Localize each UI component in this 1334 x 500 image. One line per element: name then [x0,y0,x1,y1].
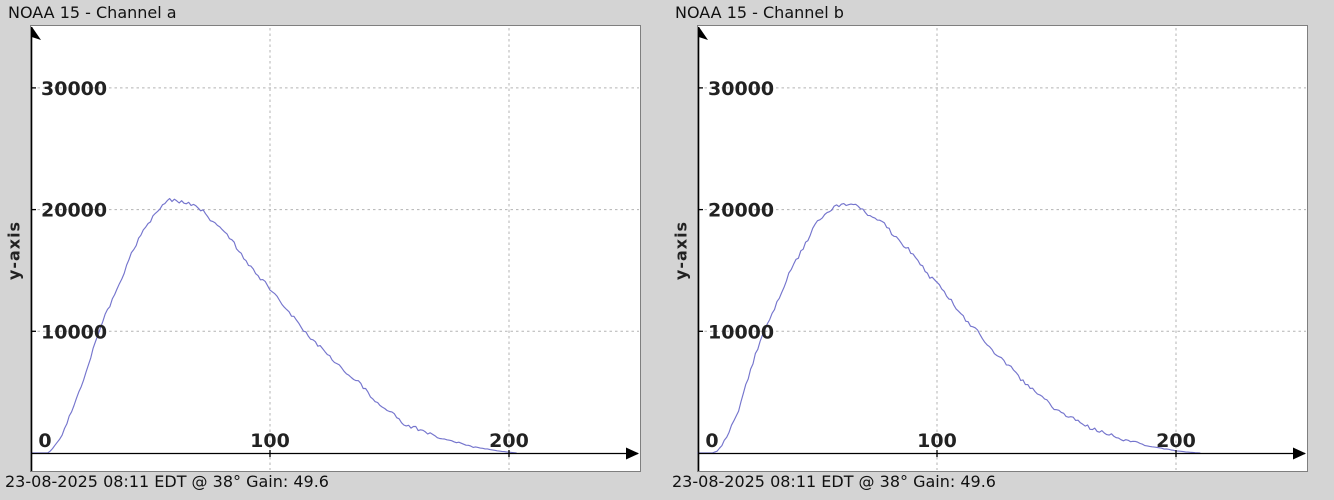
svg-text:10000: 10000 [41,321,107,343]
svg-text:10000: 10000 [708,321,774,343]
chart-panel-b: NOAA 15 - Channel b 10000 20000 30000 0 100 2… [667,0,1334,500]
chart-title: NOAA 15 - Channel b [675,3,844,22]
chart-panel-a: NOAA 15 - Channel a 10000 20000 30000 0 100 2… [4,3,641,491]
status-text: 23-08-2025 08:11 EDT @ 38° Gain: 49.6 [5,472,329,491]
svg-text:0: 0 [38,430,51,452]
histogram-chart-b: 10000 20000 30000 0 100 200 [697,26,1306,471]
plot-area: 10000 20000 30000 0 100 200 [30,25,641,472]
svg-text:200: 200 [489,430,529,452]
svg-text:20000: 20000 [708,200,774,222]
svg-text:30000: 30000 [41,78,107,100]
histogram-chart-a: 10000 20000 30000 0 100 200 [30,26,639,471]
svg-text:200: 200 [1156,430,1196,452]
y-axis-label: y-axis [671,220,691,281]
plot-area: 10000 20000 30000 0 100 200 [697,25,1308,472]
svg-text:0: 0 [705,430,718,452]
svg-text:20000: 20000 [41,200,107,222]
svg-text:100: 100 [917,430,957,452]
chart-title: NOAA 15 - Channel a [8,3,177,22]
svg-text:100: 100 [250,430,290,452]
svg-text:30000: 30000 [708,78,774,100]
status-text: 23-08-2025 08:11 EDT @ 38° Gain: 49.6 [672,472,996,491]
y-axis-label: y-axis [4,220,24,281]
